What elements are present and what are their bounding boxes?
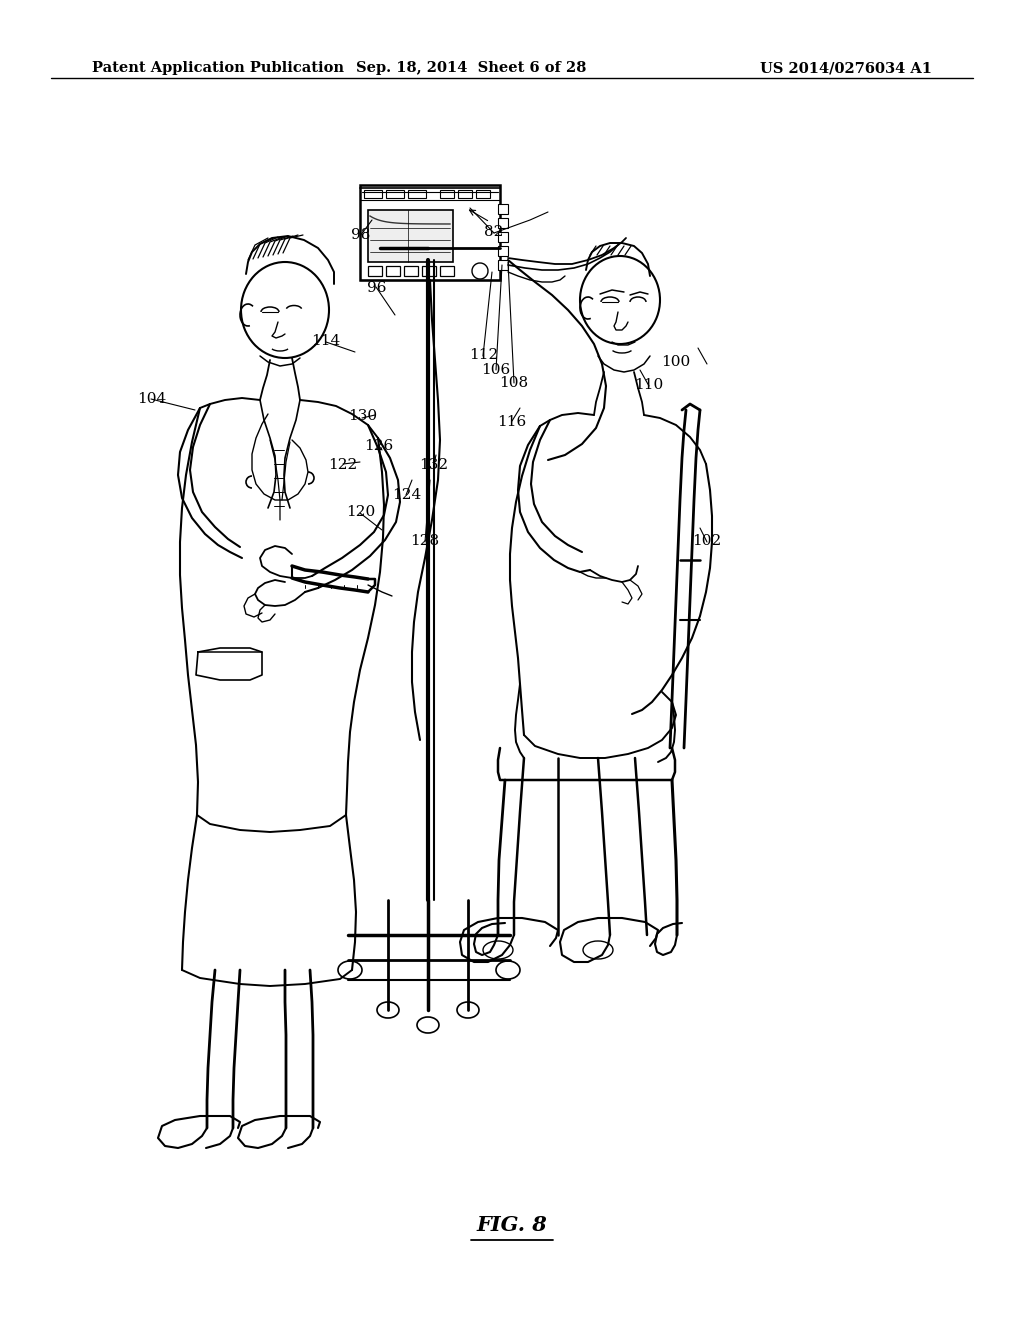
Text: 132: 132 (420, 458, 449, 471)
Text: 104: 104 (137, 392, 166, 405)
Text: 124: 124 (392, 488, 421, 502)
Text: 98: 98 (351, 228, 370, 242)
Text: 116: 116 (498, 416, 526, 429)
Text: 128: 128 (411, 535, 439, 548)
Text: 130: 130 (348, 409, 377, 422)
Text: FIG. 8: FIG. 8 (476, 1214, 548, 1236)
Bar (458, 190, 472, 198)
Bar (360, 185, 500, 280)
Bar (368, 210, 453, 261)
Bar (386, 267, 400, 276)
Text: Patent Application Publication: Patent Application Publication (92, 61, 344, 75)
Bar (476, 190, 490, 198)
Bar (368, 267, 382, 276)
Bar (422, 267, 436, 276)
Bar (440, 267, 454, 276)
Text: 112: 112 (469, 348, 498, 362)
Text: 96: 96 (367, 281, 387, 294)
Bar (498, 205, 508, 214)
Bar (498, 246, 508, 256)
Text: 122: 122 (329, 458, 357, 471)
Text: 100: 100 (662, 355, 690, 368)
Bar (440, 190, 454, 198)
Bar (404, 267, 418, 276)
Bar (498, 232, 508, 242)
Bar (408, 190, 426, 198)
Text: 106: 106 (481, 363, 510, 376)
Text: 102: 102 (692, 535, 721, 548)
Text: 108: 108 (500, 376, 528, 389)
Bar (498, 218, 508, 228)
Text: 82: 82 (484, 226, 503, 239)
Bar (498, 260, 508, 271)
Text: 110: 110 (635, 379, 664, 392)
Text: 114: 114 (311, 334, 340, 347)
Text: 120: 120 (346, 506, 375, 519)
Text: 126: 126 (365, 440, 393, 453)
Text: Sep. 18, 2014  Sheet 6 of 28: Sep. 18, 2014 Sheet 6 of 28 (355, 61, 586, 75)
Bar (386, 190, 404, 198)
Text: US 2014/0276034 A1: US 2014/0276034 A1 (760, 61, 932, 75)
Bar (364, 190, 382, 198)
